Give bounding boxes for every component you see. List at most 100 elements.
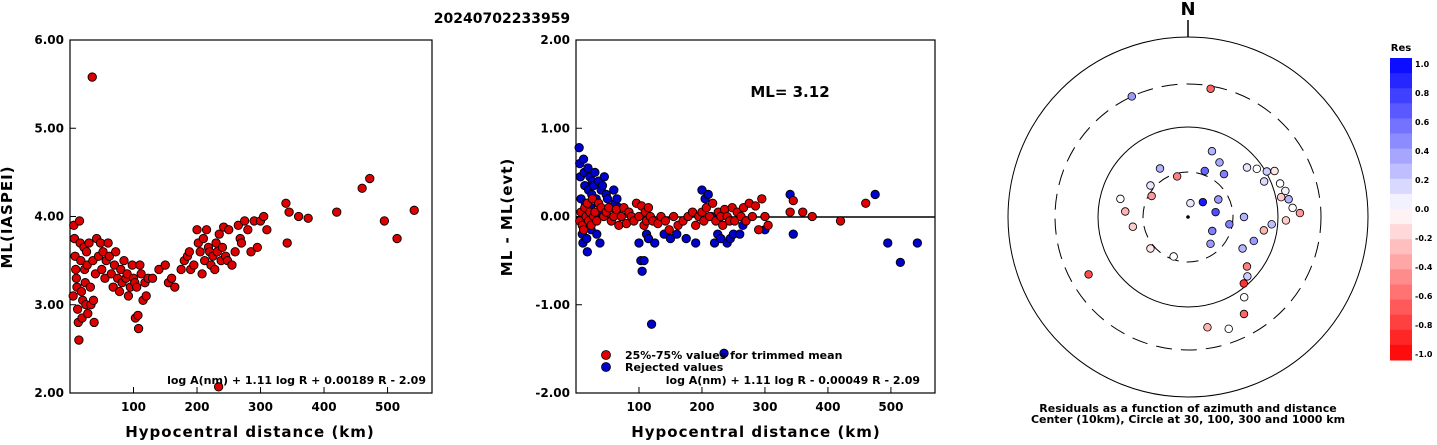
data-point	[747, 211, 758, 222]
data-point	[282, 238, 292, 248]
data-point	[224, 225, 234, 235]
data-point	[293, 211, 304, 222]
data-point	[76, 286, 87, 297]
data-point	[807, 211, 817, 222]
station-residual-point	[1242, 163, 1252, 172]
station-residual-point	[1259, 177, 1269, 186]
data-point	[612, 194, 622, 204]
station-residual-point	[1288, 203, 1297, 213]
data-point	[116, 264, 126, 275]
data-point	[213, 382, 224, 392]
data-point	[76, 255, 86, 266]
station-residual-point	[1203, 323, 1212, 332]
data-point	[127, 260, 137, 270]
data-point	[88, 295, 99, 305]
station-residual-point	[1207, 147, 1217, 156]
data-point	[154, 264, 164, 275]
station-residual-point	[1238, 244, 1247, 253]
station-residual-point	[1169, 252, 1178, 261]
data-point	[84, 238, 94, 248]
colorbar-cell	[1390, 193, 1412, 210]
data-point	[195, 247, 205, 257]
p2-ml-annotation: ML= 3.12	[750, 83, 829, 101]
station-residual-point	[1116, 194, 1125, 204]
data-point	[582, 247, 592, 257]
x-tick-label: 400	[815, 400, 840, 414]
data-point	[735, 229, 745, 239]
colorbar-cell	[1390, 118, 1412, 134]
data-point	[71, 264, 81, 275]
data-point	[199, 255, 210, 266]
data-point	[691, 220, 701, 230]
colorbar-label: Res	[1391, 43, 1411, 54]
x-tick-label: 200	[689, 400, 714, 414]
x-tick-label: 300	[752, 400, 777, 414]
y-tick-label: 2.00	[540, 33, 570, 47]
data-point	[87, 72, 97, 82]
colorbar-cell	[1390, 344, 1412, 361]
station-residual-point	[1243, 272, 1252, 281]
station-residual-point	[1198, 197, 1208, 207]
data-point	[639, 255, 649, 266]
data-point	[103, 238, 113, 248]
legend-rejected-marker	[601, 362, 611, 372]
data-point	[587, 194, 598, 204]
data-point	[788, 229, 798, 239]
ml-vs-distance-panel: 100 200 300 400 500 2.00 3.00 4.00 5.00 6.00 Hyp…	[0, 33, 433, 441]
y-tick-label: 4.00	[34, 210, 64, 224]
data-point	[883, 238, 893, 248]
data-point	[660, 216, 671, 226]
data-point	[646, 319, 657, 329]
data-point	[74, 335, 84, 345]
data-point	[590, 207, 600, 217]
data-point	[912, 238, 923, 248]
ring-100km	[1097, 126, 1279, 308]
data-point	[170, 282, 180, 292]
colorbar-cell	[1390, 88, 1412, 104]
p2-formula: log A(nm) + 1.11 log R - 0.00049 R - 2.0…	[666, 374, 920, 387]
colorbar-tick-label: -0.8	[1415, 321, 1433, 330]
data-point	[111, 247, 121, 257]
data-point	[246, 247, 256, 257]
station-residual-point	[1200, 166, 1209, 176]
data-point	[357, 183, 367, 193]
station-residual-point	[1206, 84, 1215, 93]
station-residual-point	[1275, 179, 1285, 188]
station-residual-point	[1224, 324, 1233, 334]
data-point	[741, 216, 751, 226]
data-point	[135, 260, 145, 270]
data-point	[574, 143, 584, 153]
data-point	[895, 257, 906, 268]
p1-frame	[69, 39, 433, 394]
y-tick-label: 6.00	[34, 33, 64, 47]
data-point	[691, 238, 701, 248]
station-residual-point	[1127, 92, 1136, 101]
colorbar-cell	[1390, 133, 1412, 150]
data-point	[332, 207, 342, 217]
data-point	[230, 247, 240, 257]
colorbar-cell	[1390, 329, 1412, 346]
data-point	[750, 201, 761, 211]
data-point	[681, 233, 691, 244]
data-point	[687, 207, 698, 217]
data-point	[583, 163, 593, 173]
station-residual-point	[1239, 279, 1248, 288]
data-point	[592, 216, 602, 226]
station-residual-point	[1146, 244, 1155, 253]
colorbar-cell	[1390, 103, 1412, 119]
data-point	[109, 260, 120, 270]
x-tick-label: 400	[312, 400, 337, 414]
data-point	[136, 269, 146, 279]
colorbar-cell	[1390, 58, 1412, 74]
data-point	[68, 291, 78, 301]
p2-legend: 25%-75% values for trimmed mean Rejected…	[601, 349, 842, 374]
data-point	[616, 211, 626, 222]
data-point	[262, 225, 272, 235]
data-point	[597, 180, 608, 191]
station-residual-point	[1276, 193, 1286, 202]
y-tick-label: 5.00	[34, 121, 64, 135]
data-point	[716, 233, 726, 244]
data-point	[760, 211, 770, 222]
colorbar-tick-label: 0.0	[1415, 205, 1430, 214]
station-residual-point	[1121, 207, 1130, 216]
